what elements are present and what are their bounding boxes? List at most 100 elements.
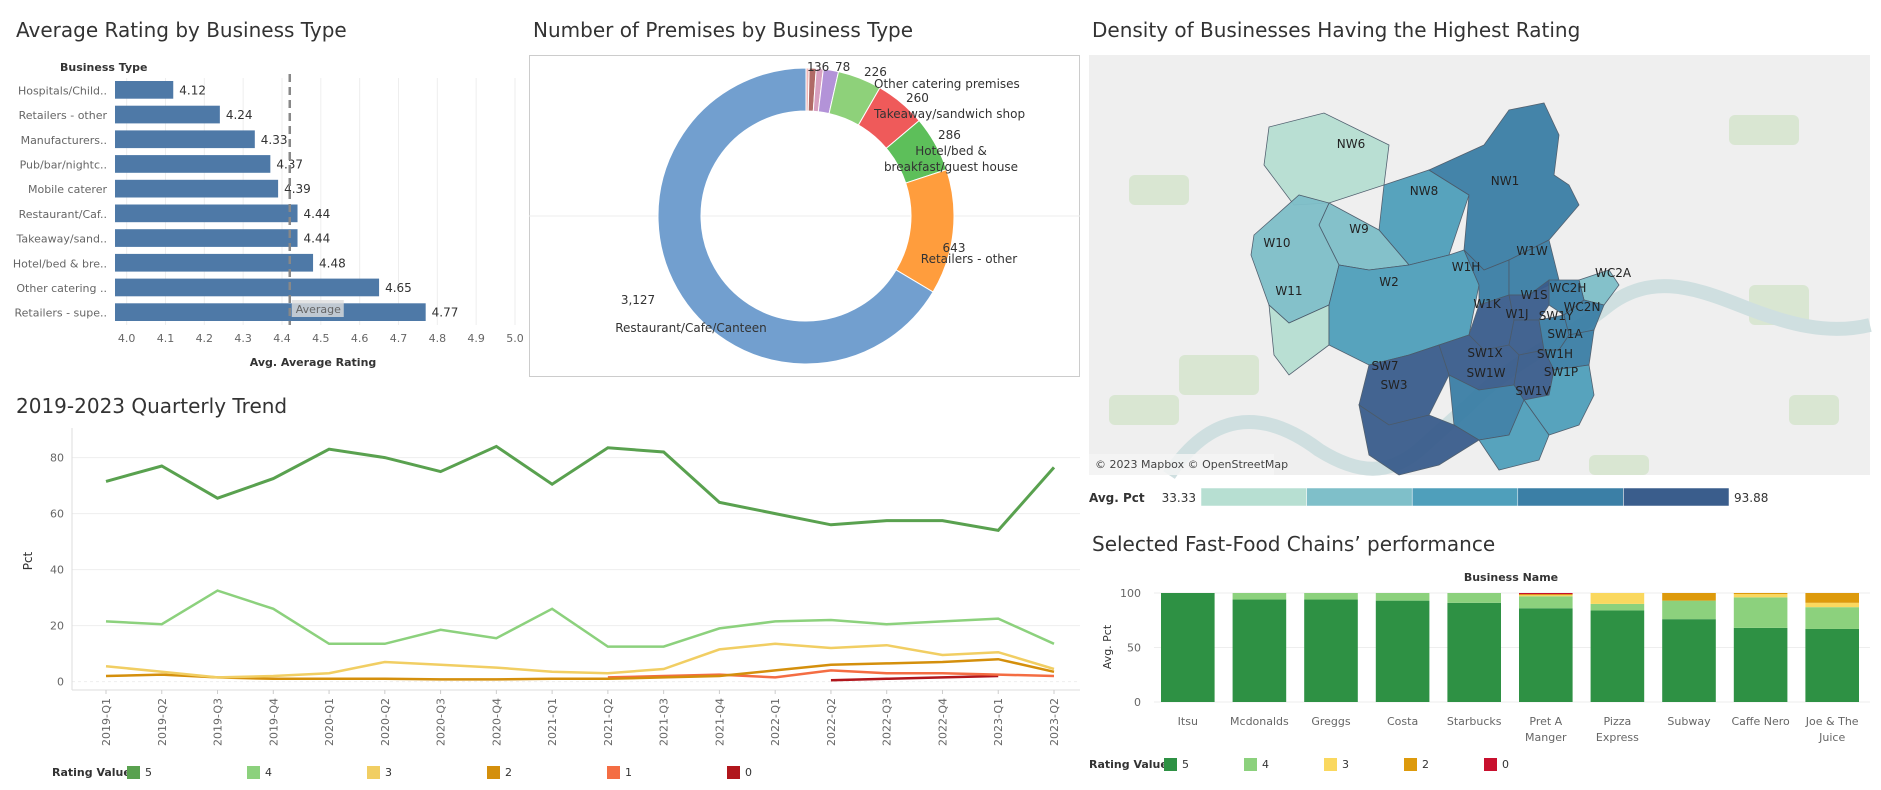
slice-label: Restaurant/Cafe/Canteen xyxy=(615,321,767,335)
legend-item: 5 xyxy=(1164,758,1189,771)
bar xyxy=(115,229,298,247)
legend-swatch xyxy=(727,766,740,779)
category-label: Pizza xyxy=(1604,715,1632,728)
y-tick-label: 40 xyxy=(50,564,64,577)
postcode-label: W1J xyxy=(1505,307,1528,321)
stacked-bar-segment-5 xyxy=(1662,619,1716,702)
category-label: Joe & The xyxy=(1805,715,1859,728)
x-tick-label: 2019-Q1 xyxy=(100,698,113,746)
series-line-0 xyxy=(830,674,999,682)
average-label: Average xyxy=(296,303,341,316)
slice-label: Other catering premises xyxy=(874,77,1020,91)
legend-max: 93.88 xyxy=(1734,491,1768,505)
legend-item: 3 xyxy=(1324,758,1349,771)
bar xyxy=(115,204,298,223)
stacked-bar-segment-4 xyxy=(1304,593,1358,600)
stacked-bar-segment-3 xyxy=(1590,593,1645,604)
postcode-label: WC2N xyxy=(1564,300,1601,314)
legend-item: 0 xyxy=(1484,758,1509,771)
legend-label: 4 xyxy=(1262,758,1269,771)
bar-value-label: 4.65 xyxy=(385,281,412,295)
y-tick-label: 80 xyxy=(50,452,64,465)
y-tick-label: Other catering .. xyxy=(16,282,107,295)
legend-label: 4 xyxy=(265,766,272,779)
series-line-5 xyxy=(105,444,1056,533)
x-tick-label: 2021-Q3 xyxy=(658,698,671,746)
x-tick-label: 5.0 xyxy=(506,332,524,345)
y-tick-label: Hospitals/Child.. xyxy=(18,84,107,97)
y-tick-label: 60 xyxy=(50,508,64,521)
stacked-bar-segment-3 xyxy=(1519,595,1573,597)
x-tick-label: 2023-Q2 xyxy=(1048,698,1061,746)
postcode-label: W1K xyxy=(1473,297,1502,311)
legend-title: Avg. Pct xyxy=(1089,491,1145,505)
category-label: Subway xyxy=(1667,715,1711,728)
y-tick-label: 50 xyxy=(1127,642,1141,655)
stacked-bar-segment-4 xyxy=(1375,593,1430,601)
x-tick-label: 2021-Q4 xyxy=(713,698,726,746)
series-line-1 xyxy=(607,669,1055,679)
category-label: Pret A xyxy=(1529,715,1562,728)
legend-swatch xyxy=(1404,758,1417,771)
x-tick-label: 2020-Q3 xyxy=(435,698,448,746)
stacked-bar-segment-3 xyxy=(1805,602,1859,608)
x-tick-label: 2022-Q3 xyxy=(881,698,894,746)
chains-bar-chart: Business Name 0 50 100 Avg. Pct Itsu Mcdonalds… xyxy=(1101,571,1870,744)
stacked-bar-segment-4 xyxy=(1519,596,1573,609)
average-label-box xyxy=(291,300,344,317)
postcode-region xyxy=(1478,399,1550,471)
postcode-label: SW1V xyxy=(1515,384,1551,398)
bar xyxy=(115,179,279,198)
bar-value-label: 4.48 xyxy=(319,256,346,270)
category-label: Costa xyxy=(1387,715,1418,728)
legend-label: 0 xyxy=(1502,758,1509,771)
slice-value-label: 226 xyxy=(864,65,887,79)
slice-label: Takeaway/sandwich shop xyxy=(873,107,1025,121)
slice-label: Retailers - other xyxy=(921,252,1017,266)
stacked-bar-segment-5 xyxy=(1805,628,1859,702)
stacked-bar-segment-5 xyxy=(1232,599,1287,702)
x-tick-label: 4.9 xyxy=(467,332,485,345)
legend-label: 5 xyxy=(145,766,152,779)
legend-item: 3 xyxy=(367,766,392,779)
premises-title: Number of Premises by Business Type xyxy=(533,18,914,42)
postcode-label: SW1H xyxy=(1537,347,1573,361)
slice-value-label: 643 xyxy=(943,241,966,255)
legend-swatch xyxy=(487,766,500,779)
legend-label: 2 xyxy=(505,766,512,779)
trend-legend: Rating Value 5 4 3 2 1 0 xyxy=(52,766,812,782)
legend-swatch xyxy=(1200,487,1307,507)
park-area xyxy=(1789,395,1839,425)
postcode-label: W10 xyxy=(1263,236,1290,250)
postcode-label: SW1P xyxy=(1544,365,1578,379)
park-area xyxy=(1589,455,1649,475)
stacked-bar-segment-5 xyxy=(1519,608,1573,702)
stacked-bar-segment-3 xyxy=(1733,594,1788,598)
x-tick-label: 4.3 xyxy=(234,332,252,345)
postcode-label: NW1 xyxy=(1491,174,1519,188)
slice-value-label: 286 xyxy=(938,128,961,142)
category-header: Business Type xyxy=(60,61,147,74)
trend-line-chart: 0 20 40 60 80 Pct 2019-Q1 2019-Q2 2019-Q3 2019-Q4… xyxy=(21,428,1080,746)
x-tick-label: 2019-Q4 xyxy=(267,698,280,746)
stacked-bar-segment-5 xyxy=(1447,602,1501,702)
stacked-bar-segment-2 xyxy=(1805,593,1859,603)
postcode-label: SW3 xyxy=(1380,378,1407,392)
postcode-label: SW1W xyxy=(1467,366,1506,380)
legend-swatch xyxy=(1623,487,1730,507)
legend-label: 3 xyxy=(385,766,392,779)
x-tick-label: 4.0 xyxy=(118,332,136,345)
stacked-bar-segment-2 xyxy=(1662,593,1716,601)
postcode-label: SW1X xyxy=(1467,346,1502,360)
category-header: Business Name xyxy=(1464,571,1558,584)
legend-swatch xyxy=(247,766,260,779)
x-tick-label: 2022-Q1 xyxy=(769,698,782,746)
legend-title: Rating Value xyxy=(1089,758,1168,771)
category-label: Express xyxy=(1596,731,1639,744)
category-label: Itsu xyxy=(1178,715,1198,728)
bar-value-label: 4.24 xyxy=(226,108,253,122)
x-tick-label: 2019-Q3 xyxy=(212,698,225,746)
series-line-4 xyxy=(105,589,1055,648)
legend-item: 2 xyxy=(487,766,512,779)
